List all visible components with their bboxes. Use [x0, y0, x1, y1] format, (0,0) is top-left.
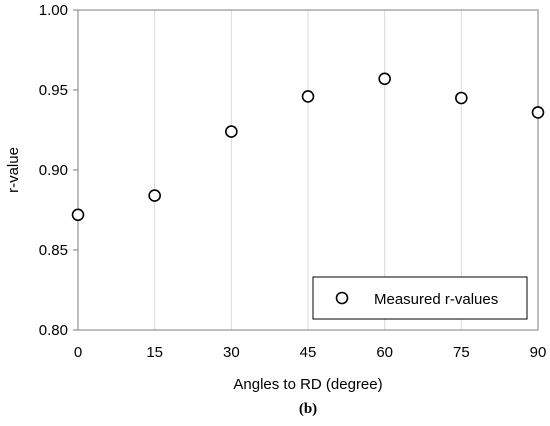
legend-box: [312, 276, 528, 320]
y-axis-title: r-value: [5, 147, 22, 193]
data-point: [148, 189, 161, 202]
x-tick-label: 15: [146, 344, 163, 361]
data-points: [71, 72, 545, 222]
x-axis-title: Angles to RD (degree): [233, 376, 382, 393]
x-tick-labels: 0 15 30 45 60 75 90: [74, 344, 547, 361]
data-point: [455, 91, 468, 105]
data-point: [531, 106, 545, 119]
data-point: [378, 72, 391, 86]
x-tick-label: 45: [300, 344, 317, 361]
data-point: [225, 125, 238, 138]
y-tick-label: 0.80: [39, 322, 68, 339]
x-tick-label: 0: [74, 344, 82, 361]
y-tick-label: 0.90: [39, 162, 68, 179]
data-point: [301, 90, 315, 103]
figure-caption: (b): [299, 401, 317, 417]
legend: Measured r-values: [312, 276, 528, 320]
data-point: [71, 208, 85, 222]
y-tick-labels: 0.80 0.85 0.90 0.95 1.00: [39, 2, 78, 339]
x-tick-label: 90: [530, 344, 547, 361]
x-tick-label: 75: [453, 344, 470, 361]
legend-label: Measured r-values: [374, 291, 498, 308]
y-tick-label: 0.85: [39, 242, 68, 259]
y-tick-label: 1.00: [39, 2, 68, 19]
legend-marker: [335, 291, 349, 305]
x-tick-label: 60: [376, 344, 393, 361]
y-tick-label: 0.95: [39, 82, 68, 99]
x-tick-label: 30: [223, 344, 240, 361]
